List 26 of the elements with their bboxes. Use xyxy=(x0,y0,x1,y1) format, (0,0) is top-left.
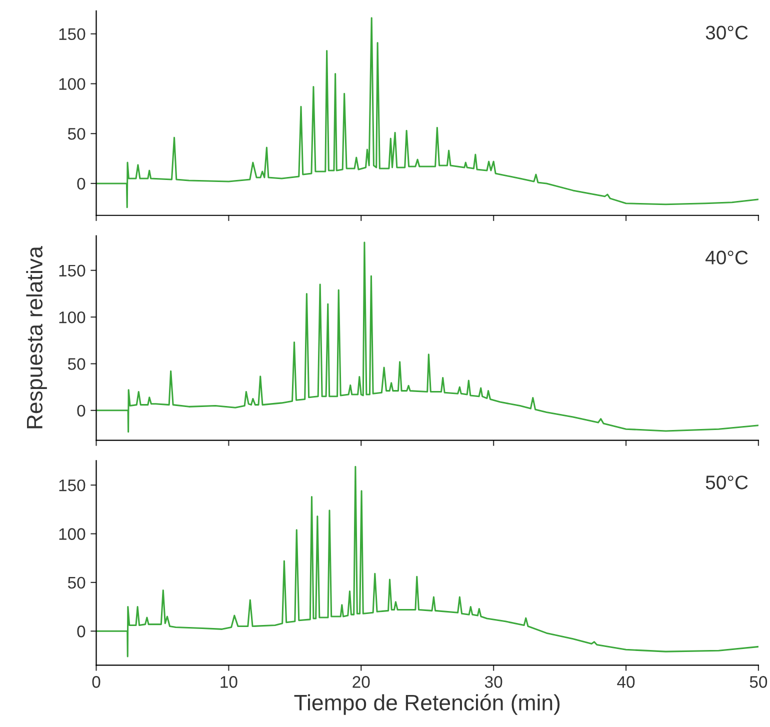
line-series xyxy=(96,242,758,433)
x-tick-label: 50 xyxy=(750,676,768,688)
annotation: 40°C xyxy=(706,250,748,264)
y-tick-label: 50 xyxy=(68,576,86,589)
x-axis-title: Tiempo de Retención (min) xyxy=(294,694,560,715)
y-tick-label: 150 xyxy=(59,264,86,277)
x-tick-label: 40 xyxy=(617,676,635,688)
y-tick-label: 0 xyxy=(77,404,86,417)
y-tick-label: 100 xyxy=(59,311,86,324)
x-tick-label: 30 xyxy=(484,676,502,688)
x-tick-label: 20 xyxy=(352,676,370,688)
y-tick-label: 150 xyxy=(59,479,86,492)
y-tick-label: 0 xyxy=(77,178,86,190)
y-tick-label: 0 xyxy=(77,626,86,638)
line-series xyxy=(96,17,758,208)
annotation: 30°C xyxy=(706,26,748,40)
y-axis-title: Respuesta relativa xyxy=(26,246,47,428)
annotation: 50°C xyxy=(706,476,748,490)
y-tick-label: 150 xyxy=(59,28,86,40)
y-tick-label: 100 xyxy=(59,528,86,540)
x-tick-label: 10 xyxy=(220,676,238,688)
y-tick-label: 50 xyxy=(68,128,86,140)
x-tick-label: 0 xyxy=(92,676,100,688)
y-tick-label: 50 xyxy=(68,358,86,370)
y-tick-label: 100 xyxy=(59,78,86,90)
line-series xyxy=(96,466,758,658)
